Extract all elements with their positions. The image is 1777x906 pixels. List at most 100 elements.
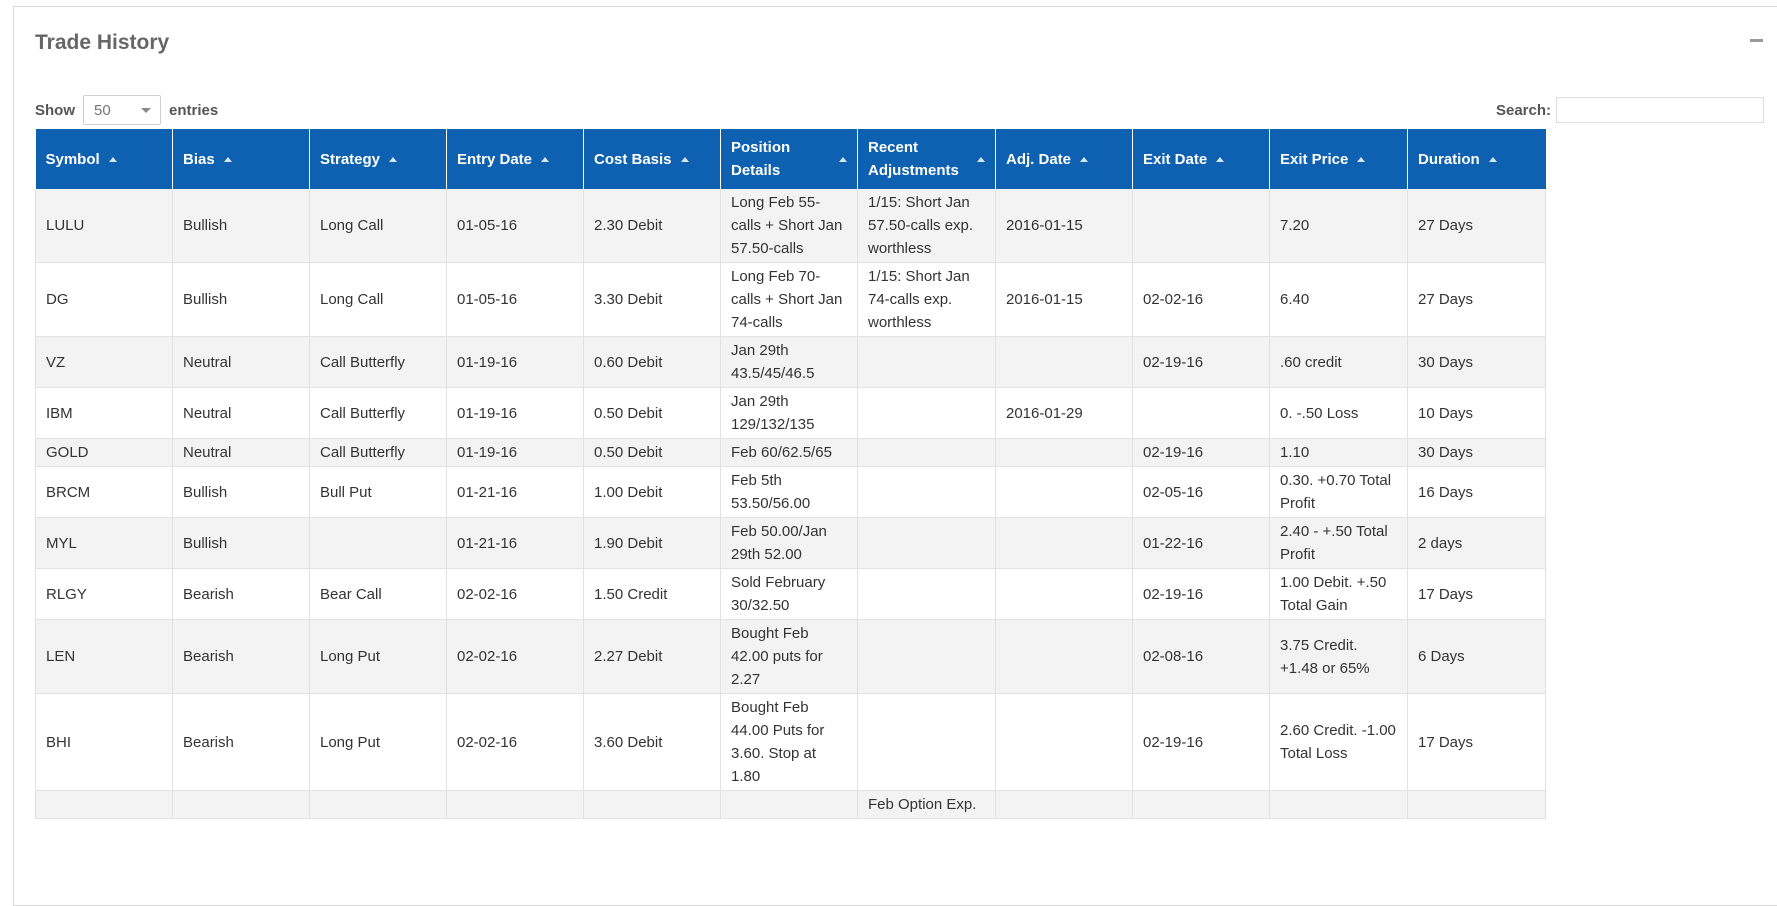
sort-asc-icon[interactable] [389, 156, 398, 162]
column-header[interactable]: Symbol [35, 129, 173, 189]
table-cell: 01-21-16 [446, 517, 584, 569]
table-cell [857, 438, 996, 467]
trade-history-table: Symbol Bias Strategy Entry Date Cost Basis Po… [35, 129, 1546, 819]
table-cell [995, 466, 1133, 518]
table-cell: Bullish [172, 189, 310, 263]
table-cell: Long Put [309, 693, 447, 791]
table-cell: Jan 29th 43.5/45/46.5 [720, 336, 858, 388]
table-cell: 2.60 Credit. -1.00 Total Loss [1269, 693, 1408, 791]
table-cell: 1.10 [1269, 438, 1408, 467]
table-cell: Bearish [172, 693, 310, 791]
table-row: RLGY Bearish Bear Call 02-02-16 1.50 Credit S… [35, 568, 1546, 620]
column-header[interactable]: Duration [1407, 129, 1546, 189]
table-row: LULU Bullish Long Call 01-05-16 2.30 Debit Lo… [35, 189, 1546, 263]
column-header-label: Cost Basis [594, 150, 672, 168]
sort-asc-icon[interactable] [1216, 156, 1225, 162]
entries-select[interactable]: 50 [83, 95, 161, 125]
column-header[interactable]: Entry Date [446, 129, 584, 189]
table-cell: 2 days [1407, 517, 1546, 569]
table-cell [1132, 790, 1270, 819]
table-cell: 2.27 Debit [583, 619, 721, 694]
table-cell: Bought Feb 44.00 Puts for 3.60. Stop at … [720, 693, 858, 791]
table-cell [857, 693, 996, 791]
table-row: DG Bullish Long Call 01-05-16 3.30 Debit Long… [35, 262, 1546, 337]
column-header[interactable]: Cost Basis [583, 129, 721, 189]
table-cell [720, 790, 858, 819]
column-header[interactable]: Bias [172, 129, 310, 189]
table-cell: 1/15: Short Jan 57.50-calls exp. worthle… [857, 189, 996, 263]
column-header-label: Exit Price [1280, 150, 1349, 168]
column-header[interactable]: Exit Date [1132, 129, 1270, 189]
table-cell: 1.90 Debit [583, 517, 721, 569]
table-cell [1407, 790, 1546, 819]
table-cell: Call Butterfly [309, 336, 447, 388]
table-cell [857, 466, 996, 518]
column-header[interactable]: Exit Price [1269, 129, 1408, 189]
table-cell: 02-19-16 [1132, 438, 1270, 467]
table-cell: 02-05-16 [1132, 466, 1270, 518]
column-header[interactable]: Position Details [720, 129, 858, 189]
table-header-row: Symbol Bias Strategy Entry Date Cost Basis Po… [35, 129, 1546, 189]
table-cell: 1.00 Debit [583, 466, 721, 518]
table-cell [857, 517, 996, 569]
column-header-label: Entry Date [457, 150, 533, 168]
table-cell: 3.30 Debit [583, 262, 721, 337]
sort-asc-icon[interactable] [680, 156, 689, 162]
table-cell: MYL [35, 517, 173, 569]
table-cell: 17 Days [1407, 693, 1546, 791]
collapse-icon[interactable] [1750, 39, 1763, 42]
table-cell [995, 568, 1133, 620]
sort-asc-icon[interactable] [541, 156, 550, 162]
table-cell: Sold February 30/32.50 [720, 568, 858, 620]
sort-asc-icon[interactable] [108, 156, 117, 162]
table-cell: Feb 5th 53.50/56.00 [720, 466, 858, 518]
table-cell: 0.50 Debit [583, 438, 721, 467]
column-header-label: Symbol [45, 150, 100, 168]
table-cell [995, 517, 1133, 569]
panel-title: Trade History [35, 31, 170, 54]
column-header-label: Duration [1418, 150, 1480, 168]
show-label: Show [35, 101, 75, 119]
table-cell: 0.30. +0.70 Total Profit [1269, 466, 1408, 518]
sort-asc-icon[interactable] [1488, 156, 1497, 162]
table-cell: 2.40 - +.50 Total Profit [1269, 517, 1408, 569]
table-cell [995, 693, 1133, 791]
table-cell: 01-21-16 [446, 466, 584, 518]
table-cell [1132, 387, 1270, 439]
search-input[interactable] [1556, 97, 1764, 123]
column-header-label: Bias [183, 150, 215, 168]
table-cell: Feb 60/62.5/65 [720, 438, 858, 467]
table-cell: 1.50 Credit [583, 568, 721, 620]
column-header[interactable]: Adj. Date [995, 129, 1133, 189]
sort-asc-icon[interactable] [223, 156, 232, 162]
column-header-content: Adj. Date [1006, 148, 1122, 171]
table-cell [172, 790, 310, 819]
column-header-content: Recent Adjustments [868, 136, 985, 182]
sort-asc-icon[interactable] [1357, 156, 1366, 162]
table-cell: Bearish [172, 568, 310, 620]
column-header-label: Position Details [731, 139, 791, 179]
table-cell: 6 Days [1407, 619, 1546, 694]
table-cell: 2016-01-15 [995, 262, 1133, 337]
column-header[interactable]: Recent Adjustments [857, 129, 996, 189]
sort-asc-icon[interactable] [839, 156, 847, 162]
column-header-content: Symbol [46, 148, 163, 171]
table-cell: .60 credit [1269, 336, 1408, 388]
table-body: LULU Bullish Long Call 01-05-16 2.30 Debit Lo… [35, 189, 1546, 819]
sort-asc-icon[interactable] [977, 156, 985, 162]
column-header[interactable]: Strategy [309, 129, 447, 189]
table-cell [857, 336, 996, 388]
column-header-label: Strategy [320, 150, 381, 168]
table-cell [446, 790, 584, 819]
table-cell: 01-05-16 [446, 262, 584, 337]
table-cell: Neutral [172, 336, 310, 388]
table-cell [995, 438, 1133, 467]
sort-asc-icon[interactable] [1080, 156, 1089, 162]
table-cell: Bearish [172, 619, 310, 694]
table-row: VZ Neutral Call Butterfly 01-19-16 0.60 Debi… [35, 336, 1546, 388]
table-cell: 27 Days [1407, 189, 1546, 263]
table-cell: Neutral [172, 387, 310, 439]
table-cell: 0.50 Debit [583, 387, 721, 439]
column-header-label: Recent Adjustments [868, 139, 959, 179]
table-cell [995, 619, 1133, 694]
